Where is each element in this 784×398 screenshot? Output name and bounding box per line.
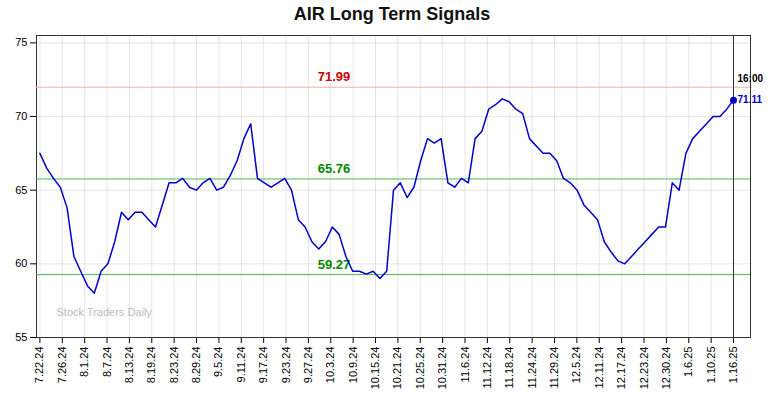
svg-text:9.17.24: 9.17.24	[257, 347, 269, 384]
svg-text:1.16.25: 1.16.25	[727, 347, 739, 384]
svg-text:12.30.24: 12.30.24	[660, 347, 672, 390]
svg-text:1.6.25: 1.6.25	[682, 347, 694, 378]
svg-text:8.23.24: 8.23.24	[168, 347, 180, 384]
svg-text:75: 75	[15, 36, 27, 48]
svg-text:71.11: 71.11	[738, 94, 763, 105]
svg-text:9.5.24: 9.5.24	[212, 347, 224, 378]
html-text:AIR Long Term Signals: AIR Long Term Signals	[293, 4, 491, 24]
svg-text:55: 55	[15, 331, 27, 343]
svg-text:8.13.24: 8.13.24	[123, 347, 135, 384]
svg-text:11.24.24: 11.24.24	[526, 347, 538, 389]
svg-text:11.12.24: 11.12.24	[481, 347, 493, 389]
svg-text:12.23.24: 12.23.24	[638, 347, 650, 390]
svg-text:9.27.24: 9.27.24	[302, 347, 314, 384]
svg-text:65.76: 65.76	[318, 161, 351, 176]
svg-text:10.9.24: 10.9.24	[347, 347, 359, 384]
svg-text:7.26.24: 7.26.24	[56, 347, 68, 384]
svg-text:1.10.25: 1.10.25	[705, 347, 717, 384]
svg-text:10.31.24: 10.31.24	[436, 347, 448, 390]
svg-text:11.18.24: 11.18.24	[503, 347, 515, 389]
svg-text:11.6.24: 11.6.24	[459, 347, 471, 383]
svg-text:10.15.24: 10.15.24	[369, 347, 381, 390]
svg-text:11.29.24: 11.29.24	[548, 347, 560, 389]
svg-text:8.1.24: 8.1.24	[78, 347, 90, 378]
svg-text:9.23.24: 9.23.24	[280, 347, 292, 384]
svg-text:16:00: 16:00	[738, 73, 764, 84]
svg-text:10.25.24: 10.25.24	[414, 347, 426, 390]
svg-text:70: 70	[15, 110, 27, 122]
svg-text:65: 65	[15, 184, 27, 196]
svg-text:Stock Traders Daily: Stock Traders Daily	[57, 306, 153, 318]
svg-text:8.19.24: 8.19.24	[145, 347, 157, 384]
svg-text:8.29.24: 8.29.24	[190, 347, 202, 384]
svg-text:10.21.24: 10.21.24	[391, 347, 403, 390]
svg-text:7.22.24: 7.22.24	[33, 347, 45, 384]
svg-text:8.7.24: 8.7.24	[101, 347, 113, 378]
svg-text:10.3.24: 10.3.24	[324, 347, 336, 384]
svg-text:59.27: 59.27	[318, 257, 351, 272]
svg-text:12.11.24: 12.11.24	[593, 347, 605, 389]
svg-text:12.17.24: 12.17.24	[615, 347, 627, 390]
svg-text:60: 60	[15, 257, 27, 269]
svg-text:71.99: 71.99	[318, 69, 351, 84]
svg-text:9.11.24: 9.11.24	[235, 347, 247, 383]
svg-text:12.5.24: 12.5.24	[570, 347, 582, 384]
